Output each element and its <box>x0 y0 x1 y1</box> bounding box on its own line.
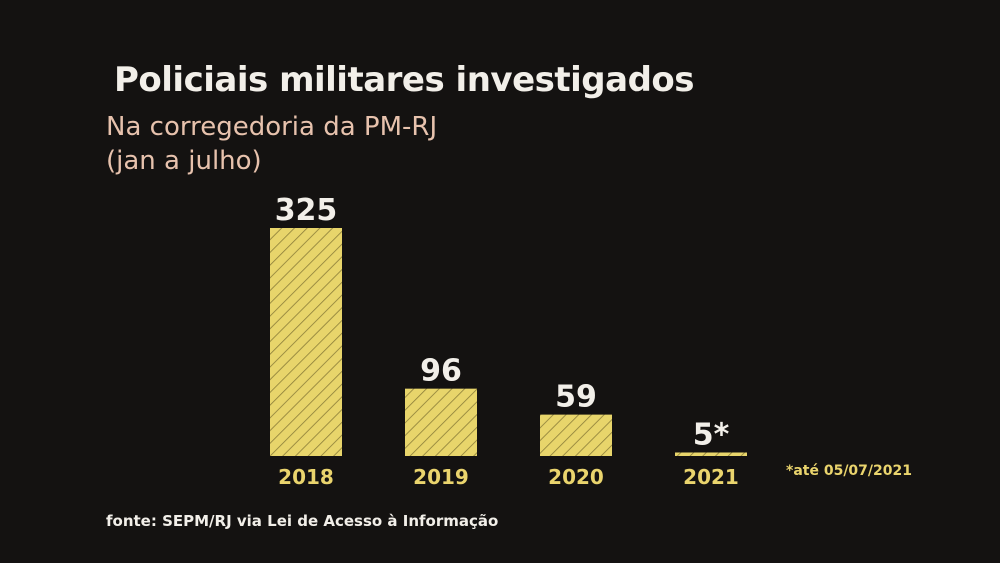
bars-group <box>270 228 747 456</box>
x-tick-label-2020: 2020 <box>548 465 604 489</box>
bar-2018 <box>270 228 342 456</box>
x-tick-label-2019: 2019 <box>413 465 469 489</box>
subtitle-line-1: Na corregedoria da PM-RJ <box>106 112 438 142</box>
value-labels-group: 325 96 59 5* <box>275 193 730 452</box>
bar-2021 <box>675 452 747 456</box>
source-note: fonte: SEPM/RJ via Lei de Acesso à Infor… <box>106 512 499 530</box>
value-label-2020: 59 <box>555 380 597 415</box>
value-label-2018: 325 <box>275 193 338 228</box>
bar-2020 <box>540 414 612 456</box>
footnote: *até 05/07/2021 <box>786 463 912 479</box>
chart-title: Policiais militares investigados <box>114 60 695 100</box>
x-tick-label-2021: 2021 <box>683 465 739 489</box>
chart-subtitle: Na corregedoria da PM-RJ (jan a julho) <box>106 110 437 178</box>
subtitle-line-2: (jan a julho) <box>106 146 262 176</box>
x-tick-label-2018: 2018 <box>278 465 334 489</box>
value-label-2021: 5* <box>693 417 730 452</box>
value-label-2019: 96 <box>420 354 462 389</box>
bar-2019 <box>405 388 477 456</box>
x-tick-labels-group: 2018 2019 2020 2021 <box>278 465 739 489</box>
